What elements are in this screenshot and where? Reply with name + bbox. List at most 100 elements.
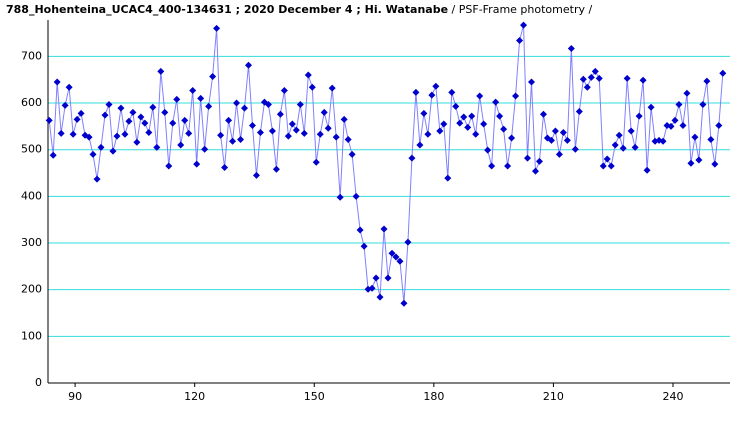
point-marker — [300, 129, 308, 137]
point-marker — [256, 128, 264, 136]
point-marker — [699, 100, 707, 108]
point-marker — [292, 126, 300, 134]
y-tick-label: 0 — [35, 376, 42, 389]
point-marker — [332, 133, 340, 141]
point-marker — [460, 113, 468, 121]
point-marker — [591, 67, 599, 75]
point-marker — [579, 75, 587, 83]
point-marker — [288, 120, 296, 128]
point-marker — [97, 143, 105, 151]
point-marker — [488, 162, 496, 170]
point-marker — [516, 37, 524, 45]
point-marker — [396, 257, 404, 265]
point-marker — [312, 158, 320, 166]
point-marker — [583, 83, 591, 91]
point-marker — [715, 121, 723, 129]
point-marker — [452, 102, 460, 110]
point-marker — [432, 82, 440, 90]
point-marker — [627, 127, 635, 135]
point-marker — [248, 121, 256, 129]
point-marker — [177, 141, 185, 149]
point-marker — [264, 100, 272, 108]
point-marker — [113, 132, 121, 140]
y-tick-label: 400 — [21, 189, 42, 202]
y-tick-label: 200 — [21, 283, 42, 296]
point-marker — [137, 113, 145, 121]
point-marker — [424, 130, 432, 138]
point-marker — [217, 131, 225, 139]
point-marker — [683, 89, 691, 97]
point-marker — [173, 95, 181, 103]
point-marker — [316, 130, 324, 138]
point-marker — [53, 78, 61, 86]
point-marker — [520, 21, 528, 29]
point-marker — [304, 71, 312, 79]
point-marker — [244, 61, 252, 69]
point-marker — [272, 165, 280, 173]
point-marker — [237, 135, 245, 143]
point-marker — [492, 98, 500, 106]
point-marker — [551, 127, 559, 135]
point-marker — [695, 156, 703, 164]
point-marker — [623, 74, 631, 82]
point-marker — [129, 108, 137, 116]
point-marker — [547, 136, 555, 144]
point-marker — [468, 112, 476, 120]
point-marker — [400, 299, 408, 307]
point-marker — [599, 162, 607, 170]
point-marker — [392, 253, 400, 261]
point-marker — [328, 84, 336, 92]
point-marker — [436, 127, 444, 135]
point-marker — [77, 109, 85, 117]
point-marker — [376, 293, 384, 301]
point-marker — [141, 119, 149, 127]
point-marker — [121, 130, 129, 138]
series-line — [48, 25, 724, 304]
point-marker — [484, 146, 492, 154]
point-marker — [384, 274, 392, 282]
point-marker — [324, 124, 332, 132]
point-marker — [117, 104, 125, 112]
point-marker — [639, 76, 647, 84]
point-marker — [464, 123, 472, 131]
point-marker — [320, 108, 328, 116]
point-marker — [209, 72, 217, 80]
point-marker — [201, 145, 209, 153]
point-marker — [109, 147, 117, 155]
point-marker — [559, 128, 567, 136]
point-marker — [189, 86, 197, 94]
point-marker — [508, 134, 516, 142]
point-marker — [93, 175, 101, 183]
point-marker — [667, 122, 675, 130]
point-marker — [448, 88, 456, 96]
point-marker — [185, 129, 193, 137]
chart-title: 788_Hohenteina_UCAC4_400-134631 ; 2020 D… — [6, 3, 592, 16]
point-marker — [687, 159, 695, 167]
point-marker — [229, 137, 237, 145]
point-marker — [472, 130, 480, 138]
point-marker — [360, 242, 368, 250]
point-marker — [205, 102, 213, 110]
point-marker — [643, 166, 651, 174]
y-tick-label: 100 — [21, 329, 42, 342]
x-tick-label: 210 — [543, 390, 564, 403]
point-marker — [133, 138, 141, 146]
point-marker — [356, 226, 364, 234]
point-marker — [61, 101, 69, 109]
point-marker — [679, 121, 687, 129]
point-marker — [149, 103, 157, 111]
x-tick-label: 120 — [184, 390, 205, 403]
point-marker — [659, 137, 667, 145]
point-marker — [675, 100, 683, 108]
point-marker — [691, 133, 699, 141]
point-marker — [388, 249, 396, 257]
point-marker — [372, 274, 380, 282]
point-marker — [531, 167, 539, 175]
point-marker — [65, 83, 73, 91]
y-tick-label: 300 — [21, 236, 42, 249]
y-tick-label: 500 — [21, 143, 42, 156]
point-marker — [587, 73, 595, 81]
point-marker — [380, 225, 388, 233]
title: 788_Hohenteina_UCAC4_400-134631 ; 2020 D… — [6, 3, 448, 16]
